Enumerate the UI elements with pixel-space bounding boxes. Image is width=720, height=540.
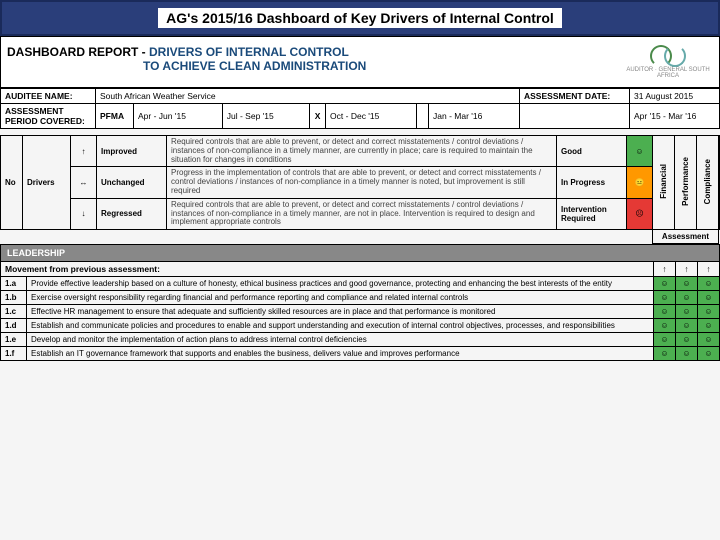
assessment-cell: ☺ (654, 347, 676, 361)
table-row: 1.fEstablish an IT governance framework … (1, 347, 720, 361)
assess-date-value: 31 August 2015 (630, 89, 720, 104)
item-number: 1.c (1, 305, 27, 319)
logo-icon (648, 45, 688, 65)
assessment-cell: ☺ (698, 291, 720, 305)
table-row: 1.bExercise oversight responsibility reg… (1, 291, 720, 305)
assessment-cell: ☺ (698, 305, 720, 319)
item-text: Exercise oversight responsibility regard… (27, 291, 654, 305)
item-number: 1.a (1, 277, 27, 291)
assessment-cell: ☺ (676, 305, 698, 319)
assessment-cell: ☺ (698, 277, 720, 291)
legend-word-1: Unchanged (97, 167, 167, 198)
header-info-table: AUDITEE NAME: South African Weather Serv… (0, 88, 720, 129)
assessment-cell: ☺ (654, 305, 676, 319)
legend-status-1: In Progress (557, 167, 627, 198)
ag-logo: AUDITOR · GENERAL SOUTH AFRICA (623, 45, 713, 79)
period-1: Jul - Sep '15 (222, 104, 309, 129)
report-label: DASHBOARD REPORT - (7, 45, 146, 59)
item-number: 1.b (1, 291, 27, 305)
assessment-cell: ☺ (654, 291, 676, 305)
table-row: 1.eDevelop and monitor the implementatio… (1, 333, 720, 347)
period-row: ASSESSMENT PERIOD COVERED: PFMA Apr - Ju… (1, 104, 720, 129)
pfma-label: PFMA (96, 104, 134, 129)
table-row: 1.dEstablish and communicate policies an… (1, 319, 720, 333)
table-row: 1.aProvide effective leadership based on… (1, 277, 720, 291)
item-text: Establish an IT governance framework tha… (27, 347, 654, 361)
legend-face-prog: 😐 (627, 167, 653, 198)
assessment-cell: ☺ (698, 333, 720, 347)
assessment-cell: ☺ (654, 277, 676, 291)
table-row: 1.cEffective HR management to ensure tha… (1, 305, 720, 319)
period-0: Apr - Jun '15 (134, 104, 223, 129)
movement-1: ↑ (676, 262, 698, 277)
legend-word-2: Regressed (97, 198, 167, 229)
logo-text: AUDITOR · GENERAL SOUTH AFRICA (626, 67, 709, 79)
report-header: DASHBOARD REPORT - DRIVERS OF INTERNAL C… (0, 36, 720, 88)
leadership-table: LEADERSHIP Movement from previous assess… (0, 244, 720, 361)
period-mark-2 (417, 104, 429, 129)
assess-date-label: ASSESSMENT DATE: (520, 89, 630, 104)
assessment-cell: ☺ (676, 277, 698, 291)
item-text: Develop and monitor the implementation o… (27, 333, 654, 347)
assessment-cell: ☺ (654, 319, 676, 333)
col-performance: Performance (675, 136, 697, 230)
movement-0: ↑ (654, 262, 676, 277)
legend-arrow-1: ↔ (71, 167, 97, 198)
legend-face-good: ☺ (627, 136, 653, 167)
item-number: 1.f (1, 347, 27, 361)
period-mark-1: X (310, 104, 326, 129)
legend-status-2: Intervention Required (557, 198, 627, 229)
report-title-2: TO ACHIEVE CLEAN ADMINISTRATION (7, 59, 623, 73)
col-financial: Financial (653, 136, 675, 230)
slide-title-bar: AG's 2015/16 Dashboard of Key Drivers of… (0, 0, 720, 36)
assessment-cell: ☺ (676, 333, 698, 347)
auditee-row: AUDITEE NAME: South African Weather Serv… (1, 89, 720, 104)
legend-table: No Drivers ↑ Improved Required controls … (0, 135, 720, 244)
period-mark-3 (520, 104, 630, 129)
legend-drivers: Drivers (23, 136, 71, 230)
legend-face-bad: ☹ (627, 198, 653, 229)
slide-title: AG's 2015/16 Dashboard of Key Drivers of… (158, 8, 562, 28)
legend-status-0: Good (557, 136, 627, 167)
assessment-cell: ☺ (698, 347, 720, 361)
section-title: LEADERSHIP (1, 245, 720, 262)
item-text: Provide effective leadership based on a … (27, 277, 654, 291)
col-compliance: Compliance (697, 136, 719, 230)
assessment-header: Assessment (653, 230, 719, 244)
period-2: Oct - Dec '15 (326, 104, 417, 129)
period-4: Apr '15 - Mar '16 (630, 104, 720, 129)
movement-label: Movement from previous assessment: (1, 262, 654, 277)
legend-desc-1: Progress in the implementation of contro… (167, 167, 557, 198)
legend-word-0: Improved (97, 136, 167, 167)
auditee-value: South African Weather Service (96, 89, 520, 104)
assessment-cell: ☺ (676, 319, 698, 333)
assessment-cell: ☺ (676, 291, 698, 305)
item-number: 1.e (1, 333, 27, 347)
report-title-1: DRIVERS OF INTERNAL CONTROL (149, 45, 349, 59)
assessment-cell: ☺ (676, 347, 698, 361)
section-leadership: LEADERSHIP (1, 245, 720, 262)
movement-row: Movement from previous assessment: ↑ ↑ ↑ (1, 262, 720, 277)
auditee-label: AUDITEE NAME: (1, 89, 96, 104)
item-text: Effective HR management to ensure that a… (27, 305, 654, 319)
assessment-cell: ☺ (654, 333, 676, 347)
period-3: Jan - Mar '16 (429, 104, 520, 129)
legend-no: No (1, 136, 23, 230)
legend-arrow-0: ↑ (71, 136, 97, 167)
legend-desc-2: Required controls that are able to preve… (167, 198, 557, 229)
item-number: 1.d (1, 319, 27, 333)
legend-desc-0: Required controls that are able to preve… (167, 136, 557, 167)
item-text: Establish and communicate policies and p… (27, 319, 654, 333)
period-label: ASSESSMENT PERIOD COVERED: (1, 104, 96, 129)
legend-arrow-2: ↓ (71, 198, 97, 229)
movement-2: ↑ (698, 262, 720, 277)
assessment-cell: ☺ (698, 319, 720, 333)
